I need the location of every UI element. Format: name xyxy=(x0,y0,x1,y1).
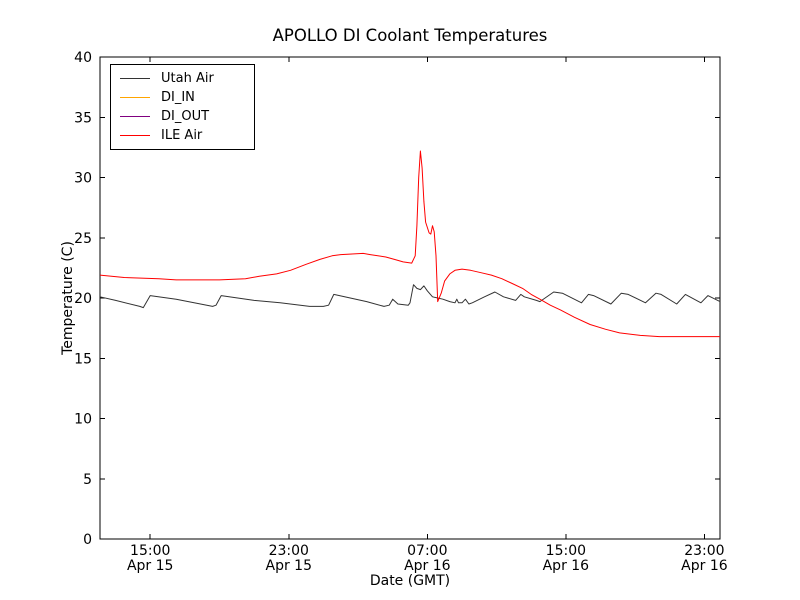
chart-title: APOLLO DI Coolant Temperatures xyxy=(272,26,548,45)
y-tick-label: 30 xyxy=(74,171,92,187)
legend-label: ILE Air xyxy=(161,128,203,143)
legend-label: DI_IN xyxy=(161,90,195,105)
y-tick-label: 20 xyxy=(74,291,92,307)
legend: Utah Air DI_IN DI_OUT ILE Air xyxy=(110,64,255,150)
y-axis-label: Temperature (C) xyxy=(60,241,76,355)
x-tick-date-label: Apr 16 xyxy=(543,558,590,574)
x-tick-time-label: 23:00 xyxy=(684,543,724,559)
legend-label: Utah Air xyxy=(161,71,214,86)
series-line-ile-air xyxy=(99,150,720,338)
legend-line-sample xyxy=(120,134,150,137)
x-tick-date-label: Apr 16 xyxy=(681,558,728,574)
legend-item: ILE Air xyxy=(120,128,214,143)
x-tick-date-label: Apr 15 xyxy=(266,558,312,574)
y-tick-label: 35 xyxy=(74,110,92,126)
legend-line-sample xyxy=(120,77,150,80)
x-axis-label: Date (GMT) xyxy=(369,573,451,589)
x-tick-date-label: Apr 15 xyxy=(127,558,173,574)
legend-item: DI_OUT xyxy=(120,109,214,124)
y-tick-label: 25 xyxy=(74,231,92,247)
legend-item: Utah Air xyxy=(120,71,214,86)
legend-label: DI_OUT xyxy=(161,109,210,124)
x-tick-date-label: Apr 16 xyxy=(404,558,451,574)
x-tick-time-label: 23:00 xyxy=(269,543,309,559)
series-line-utah-air xyxy=(99,284,721,309)
y-tick-label: 40 xyxy=(74,50,92,66)
x-tick-time-label: 15:00 xyxy=(546,543,586,559)
y-tick-label: 10 xyxy=(74,412,92,428)
x-tick-time-label: 07:00 xyxy=(407,543,447,559)
y-tick-label: 15 xyxy=(74,351,92,367)
y-tick-label: 5 xyxy=(83,472,92,488)
y-tick-label: 0 xyxy=(83,532,92,548)
x-tick-time-label: 15:00 xyxy=(130,543,170,559)
legend-line-sample xyxy=(120,115,150,118)
legend-line-sample xyxy=(120,96,150,99)
legend-item: DI_IN xyxy=(120,90,214,105)
